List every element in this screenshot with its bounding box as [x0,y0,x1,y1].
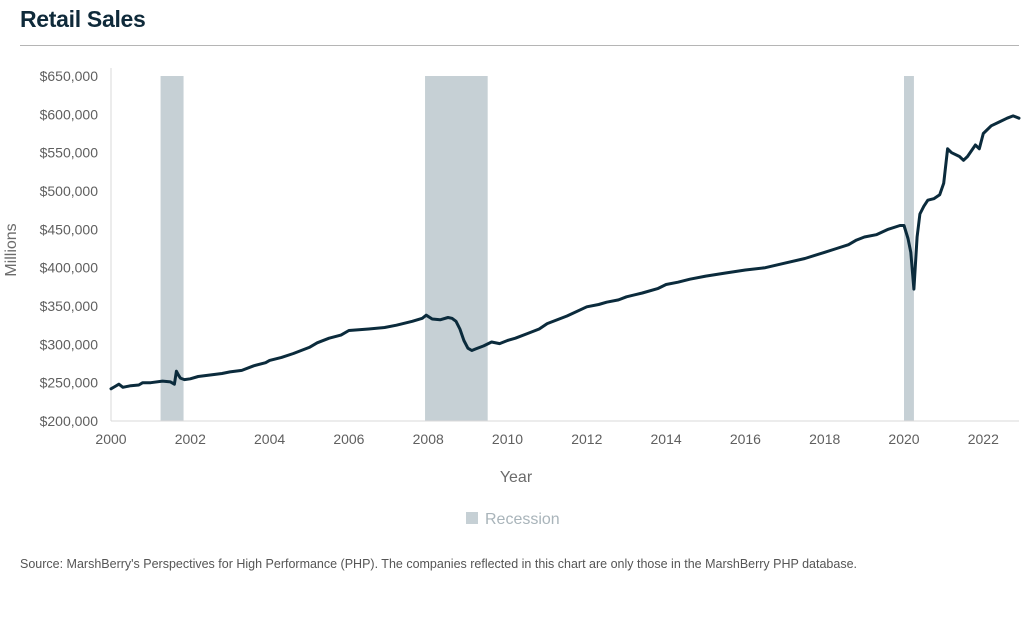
y-axis-ticks: $200,000 $250,000 $300,000 $350,000 $400,000… [40,68,99,429]
recession-band-2 [425,76,488,421]
recession-bands [160,76,914,421]
x-tick-label: 2012 [571,431,602,447]
x-axis-ticks: 2000 2002 2004 2006 2008 2010 2012 2014 2016 2018… [95,431,999,447]
chart-title: Retail Sales [20,6,146,32]
x-tick-label: 2000 [95,431,126,447]
x-tick-label: 2002 [175,431,206,447]
x-tick-label: 2020 [888,431,919,447]
y-tick-label: $300,000 [40,336,99,352]
y-tick-label: $600,000 [40,106,99,122]
x-tick-label: 2022 [968,431,999,447]
legend-recession-swatch [466,512,478,524]
retail-sales-line [109,114,1021,391]
title-divider [20,45,1019,46]
x-tick-label: 2016 [730,431,761,447]
x-tick-label: 2014 [651,431,682,447]
x-axis-title: Year [500,469,533,486]
x-tick-label: 2018 [809,431,840,447]
x-tick-label: 2010 [492,431,523,447]
y-tick-label: $450,000 [40,221,99,237]
y-axis-title: Millions [3,223,20,276]
x-tick-label: 2008 [413,431,444,447]
y-tick-label: $200,000 [40,413,99,429]
y-tick-label: $400,000 [40,260,99,276]
x-tick-label: 2004 [254,431,285,447]
y-tick-label: $650,000 [40,68,99,84]
source-note: Source: MarshBerry's Perspectives for Hi… [20,557,858,571]
x-tick-label: 2006 [333,431,364,447]
y-tick-label: $550,000 [40,145,99,161]
y-tick-label: $350,000 [40,298,99,314]
recession-band-1 [160,76,184,421]
y-tick-label: $500,000 [40,183,99,199]
y-tick-label: $250,000 [40,375,99,391]
legend-recession-label: Recession [485,511,560,528]
